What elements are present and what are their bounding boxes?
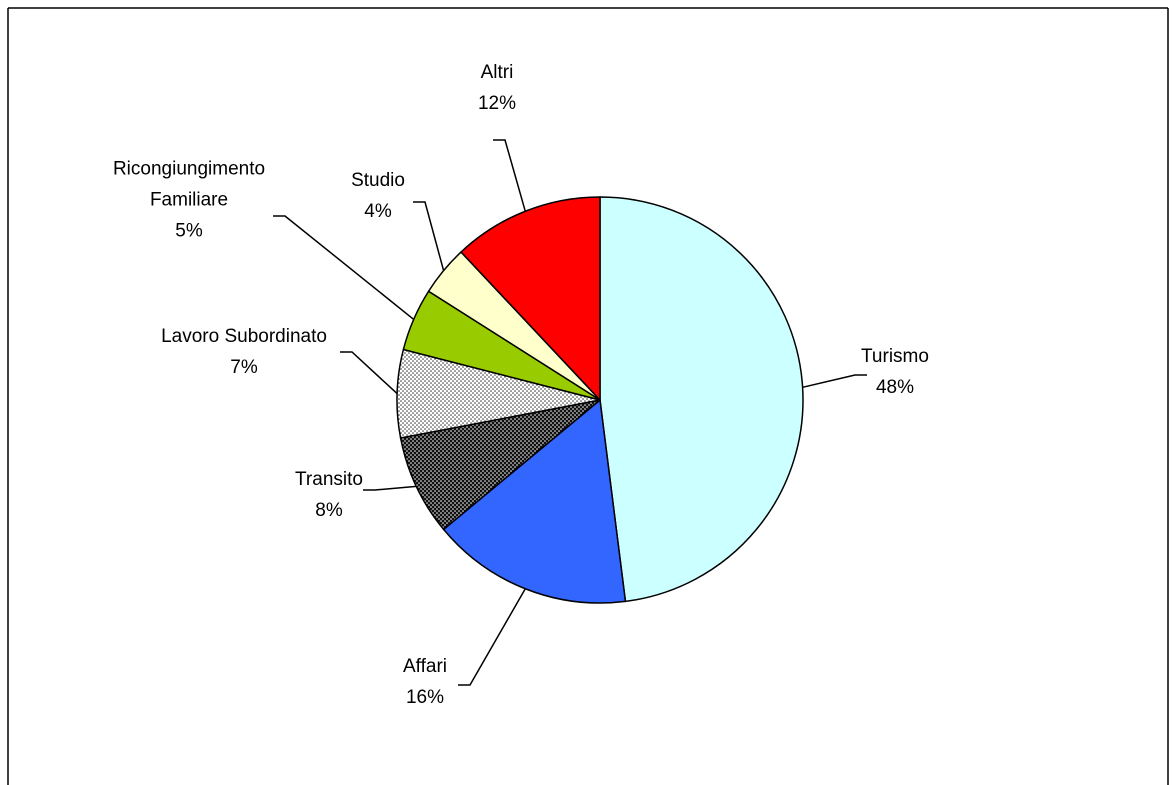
slice-name: Affari — [403, 656, 447, 677]
slice-name: Turismo — [861, 346, 929, 367]
pie-slice-altri — [459, 196, 601, 402]
leader-line — [413, 201, 445, 271]
slice-percent: 8% — [315, 500, 343, 521]
slice-percent: 16% — [406, 687, 444, 708]
leader-line — [340, 351, 398, 395]
slice-label: Transito 8% — [295, 469, 363, 521]
slice-percent: 48% — [876, 377, 914, 398]
slice-labels: Turismo 48% Affari 16% Transito 8% Lavoro Subo… — [113, 62, 929, 708]
pie-slices — [396, 196, 804, 604]
leader-lines — [273, 139, 867, 686]
slice-name: Ricongiungimento — [113, 159, 265, 180]
slice-label: Affari 16% — [403, 656, 447, 708]
slice-name: Altri — [481, 62, 514, 83]
slice-percent: 12% — [478, 93, 516, 114]
slice-label: Turismo 48% — [861, 346, 929, 398]
slice-label: Lavoro Subordinato 7% — [161, 326, 327, 378]
slice-label: Ricongiungimento Familiare 5% — [113, 159, 265, 242]
pie-slice-transito — [399, 399, 601, 531]
leader-line — [458, 588, 526, 686]
slice-label: Altri 12% — [478, 62, 516, 114]
slice-name: Studio — [351, 170, 405, 191]
slice-percent: 7% — [230, 357, 258, 378]
leader-line — [802, 374, 867, 389]
slice-label: Studio 4% — [351, 170, 405, 222]
pie-slice-turismo — [599, 196, 804, 603]
slice-name: Transito — [295, 469, 363, 490]
slice-name: Familiare — [150, 190, 228, 211]
leader-line — [493, 139, 527, 212]
leader-line — [273, 215, 415, 320]
leader-line — [363, 485, 417, 491]
slice-percent: 5% — [175, 221, 203, 242]
slice-name: Lavoro Subordinato — [161, 326, 327, 347]
slice-percent: 4% — [364, 201, 392, 222]
